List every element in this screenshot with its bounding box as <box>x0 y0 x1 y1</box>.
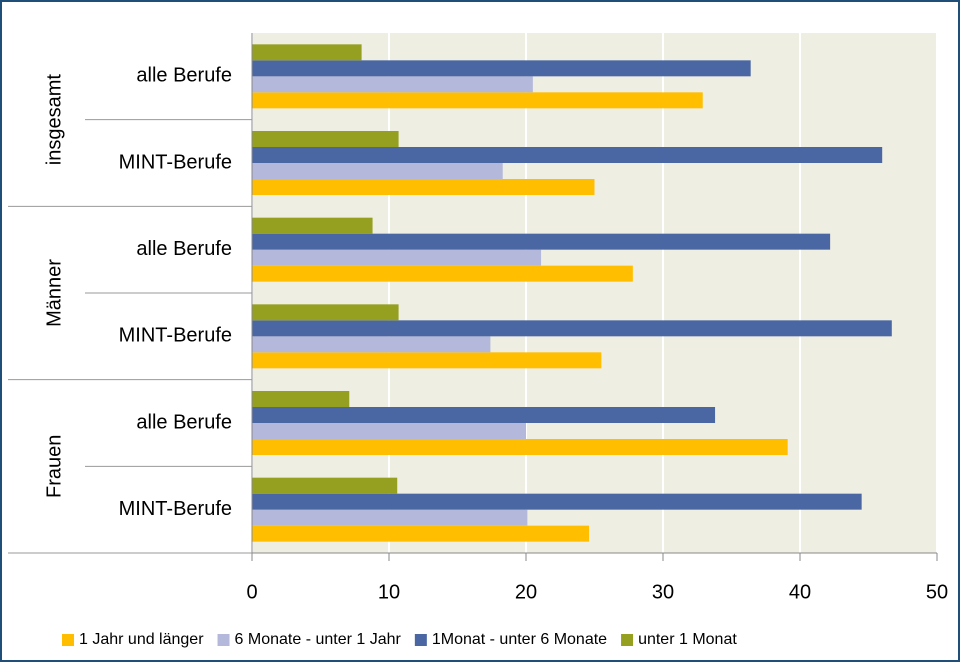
plot-area <box>252 33 937 553</box>
x-tick-label: 30 <box>652 581 674 603</box>
legend-label: 1Monat - unter 6 Monate <box>432 631 607 648</box>
category-label: MINT-Berufe <box>119 325 232 347</box>
group-label: insgesamt <box>43 74 65 166</box>
legend-swatch <box>62 634 74 646</box>
bar <box>252 179 595 195</box>
bar <box>252 76 533 93</box>
bar <box>252 60 751 77</box>
x-tick-label: 10 <box>378 581 400 603</box>
bar <box>252 249 542 266</box>
bar <box>252 352 602 369</box>
legend-swatch <box>414 634 427 646</box>
category-label: alle Berufe <box>136 65 232 87</box>
category-label: MINT-Berufe <box>119 151 232 173</box>
bar <box>252 233 831 250</box>
legend-label: unter 1 Monat <box>638 631 737 648</box>
bar <box>252 92 703 109</box>
bar <box>252 407 716 423</box>
bar <box>252 320 892 337</box>
bar <box>252 304 399 321</box>
bar <box>252 217 373 234</box>
legend-swatch <box>621 634 634 646</box>
bar <box>252 493 862 510</box>
bar <box>252 477 398 494</box>
bar <box>252 509 528 526</box>
bar <box>252 423 526 439</box>
legend-label: 6 Monate - unter 1 Jahr <box>235 631 402 648</box>
category-label: MINT-Berufe <box>119 498 232 520</box>
legend-label: 1 Jahr und länger <box>79 631 204 648</box>
bar <box>252 439 788 455</box>
category-label: alle Berufe <box>136 411 232 433</box>
x-tick-label: 20 <box>515 581 537 603</box>
bar <box>252 44 362 61</box>
legend-swatch <box>217 634 230 646</box>
bar <box>252 131 399 147</box>
category-label: alle Berufe <box>136 238 232 260</box>
bar <box>252 336 491 353</box>
x-tick-label: 40 <box>789 581 811 603</box>
bar <box>252 147 883 163</box>
bar <box>252 525 590 542</box>
bar <box>252 163 503 179</box>
group-label: Männer <box>43 259 65 327</box>
x-tick-label: 0 <box>246 581 257 603</box>
bar <box>252 391 350 407</box>
bar <box>252 265 633 282</box>
group-label: Frauen <box>43 435 65 498</box>
x-tick-label: 50 <box>926 581 948 603</box>
